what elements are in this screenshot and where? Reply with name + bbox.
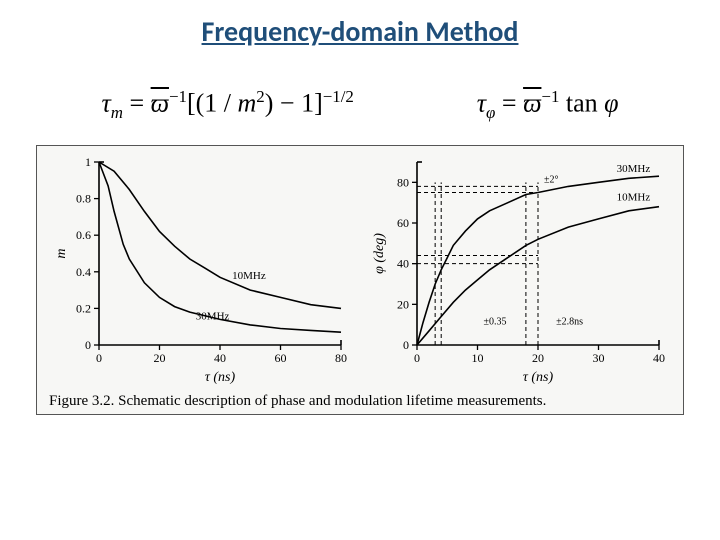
svg-text:60: 60 bbox=[397, 216, 409, 230]
svg-text:φ (deg): φ (deg) bbox=[372, 233, 387, 274]
svg-text:0.8: 0.8 bbox=[76, 191, 91, 205]
svg-text:0: 0 bbox=[85, 338, 91, 352]
svg-text:30: 30 bbox=[593, 351, 605, 365]
equation-tau-phi: τφ = ϖ−1 tan φ bbox=[477, 87, 619, 123]
svg-text:τ (ns): τ (ns) bbox=[523, 370, 554, 385]
plot-phi-vs-tau: 0 10 20 30 40 0 20 40 60 80 τ (ns) φ (deg) 30MHz 10MH… bbox=[369, 152, 669, 387]
svg-text:40: 40 bbox=[397, 257, 409, 271]
equation-tau-m: τm = ϖ−1[(1 / m2) − 1]−1/2 bbox=[101, 87, 353, 123]
svg-text:1: 1 bbox=[85, 155, 91, 169]
page-title: Frequency-domain Method bbox=[0, 14, 720, 49]
figure-caption: Figure 3.2. Schematic description of pha… bbox=[45, 393, 675, 410]
svg-text:τ (ns): τ (ns) bbox=[205, 370, 236, 385]
equation-row: τm = ϖ−1[(1 / m2) − 1]−1/2 τφ = ϖ−1 tan … bbox=[40, 87, 680, 123]
figure-panel: 0 20 40 60 80 0 0.2 0.4 0.6 0.8 1 τ (ns) m 10MHz 30MHz… bbox=[36, 145, 684, 415]
svg-text:80: 80 bbox=[335, 351, 347, 365]
svg-text:0.6: 0.6 bbox=[76, 228, 91, 242]
svg-text:0: 0 bbox=[403, 338, 409, 352]
svg-text:±0.35: ±0.35 bbox=[484, 317, 507, 328]
svg-text:10: 10 bbox=[472, 351, 484, 365]
svg-text:0.2: 0.2 bbox=[76, 301, 91, 315]
svg-text:±2°: ±2° bbox=[544, 174, 559, 185]
svg-text:m: m bbox=[54, 248, 69, 258]
svg-text:10MHz: 10MHz bbox=[232, 270, 266, 282]
svg-text:0: 0 bbox=[414, 351, 420, 365]
svg-text:80: 80 bbox=[397, 175, 409, 189]
svg-text:0: 0 bbox=[96, 351, 102, 365]
plot-m-vs-tau: 0 20 40 60 80 0 0.2 0.4 0.6 0.8 1 τ (ns) m 10MHz 30MHz bbox=[51, 152, 351, 387]
svg-text:±2.8ns: ±2.8ns bbox=[556, 317, 583, 328]
svg-text:60: 60 bbox=[275, 351, 287, 365]
svg-text:20: 20 bbox=[154, 351, 166, 365]
svg-text:20: 20 bbox=[397, 297, 409, 311]
svg-text:0.4: 0.4 bbox=[76, 265, 91, 279]
svg-text:10MHz: 10MHz bbox=[617, 191, 651, 203]
svg-text:40: 40 bbox=[653, 351, 665, 365]
svg-text:20: 20 bbox=[532, 351, 544, 365]
svg-text:40: 40 bbox=[214, 351, 226, 365]
plots-row: 0 20 40 60 80 0 0.2 0.4 0.6 0.8 1 τ (ns) m 10MHz 30MHz… bbox=[45, 152, 675, 387]
svg-text:30MHz: 30MHz bbox=[196, 310, 230, 322]
svg-text:30MHz: 30MHz bbox=[617, 163, 651, 175]
